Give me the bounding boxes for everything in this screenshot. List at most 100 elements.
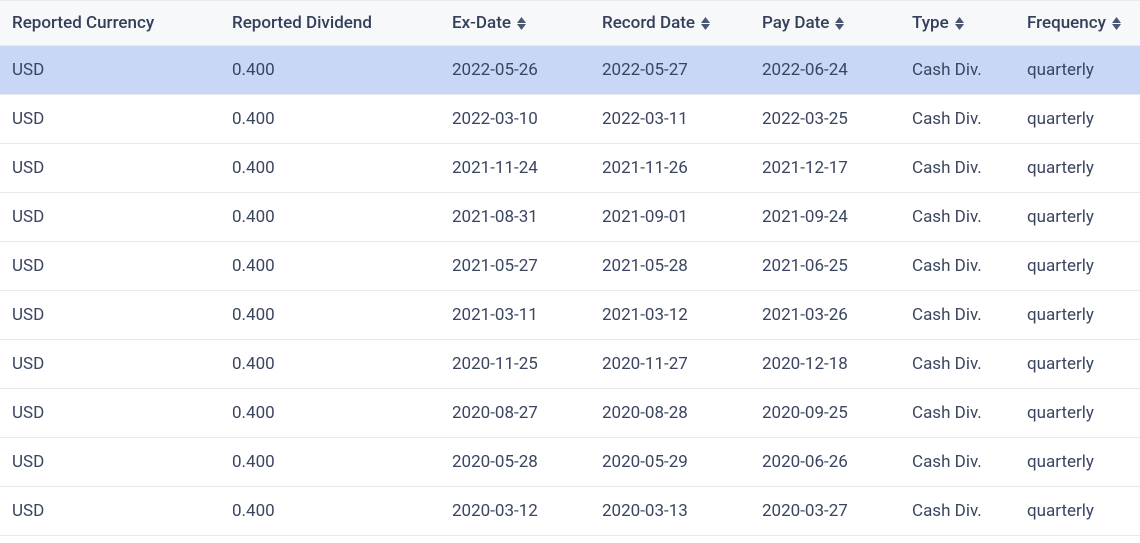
cell-frequency: quarterly: [1015, 242, 1140, 291]
cell-frequency: quarterly: [1015, 340, 1140, 389]
cell-record_date: 2022-03-11: [590, 95, 750, 144]
cell-ex_date: 2021-05-27: [440, 242, 590, 291]
cell-type: Cash Div.: [900, 340, 1015, 389]
cell-pay_date: 2021-06-25: [750, 242, 900, 291]
cell-frequency: quarterly: [1015, 291, 1140, 340]
cell-record_date: 2020-08-28: [590, 389, 750, 438]
cell-ex_date: 2022-03-10: [440, 95, 590, 144]
cell-ex_date: 2021-03-11: [440, 291, 590, 340]
cell-currency: USD: [0, 95, 220, 144]
table-row[interactable]: USD0.4002020-08-272020-08-282020-09-25Ca…: [0, 389, 1140, 438]
sort-icon[interactable]: [1112, 17, 1121, 30]
sort-icon[interactable]: [955, 17, 964, 30]
cell-type: Cash Div.: [900, 193, 1015, 242]
column-header-ex_date[interactable]: Ex-Date: [440, 1, 590, 46]
column-label: Ex-Date: [452, 13, 511, 33]
table-header-row: Reported Currency Reported Dividend Ex-Dat…: [0, 1, 1140, 46]
cell-frequency: quarterly: [1015, 389, 1140, 438]
cell-pay_date: 2020-03-27: [750, 487, 900, 536]
table-row[interactable]: USD0.4002020-11-252020-11-272020-12-18Ca…: [0, 340, 1140, 389]
cell-frequency: quarterly: [1015, 438, 1140, 487]
cell-record_date: 2020-11-27: [590, 340, 750, 389]
cell-type: Cash Div.: [900, 487, 1015, 536]
sort-icon[interactable]: [517, 17, 526, 30]
cell-dividend: 0.400: [220, 95, 440, 144]
cell-frequency: quarterly: [1015, 95, 1140, 144]
cell-dividend: 0.400: [220, 389, 440, 438]
dividend-table: Reported Currency Reported Dividend Ex-Dat…: [0, 0, 1140, 536]
column-header-frequency[interactable]: Frequency: [1015, 1, 1140, 46]
cell-dividend: 0.400: [220, 242, 440, 291]
cell-record_date: 2022-05-27: [590, 46, 750, 95]
cell-record_date: 2020-03-13: [590, 487, 750, 536]
cell-currency: USD: [0, 487, 220, 536]
cell-record_date: 2021-05-28: [590, 242, 750, 291]
column-label: Type: [912, 13, 949, 33]
cell-frequency: quarterly: [1015, 487, 1140, 536]
cell-type: Cash Div.: [900, 389, 1015, 438]
cell-dividend: 0.400: [220, 46, 440, 95]
column-header-dividend: Reported Dividend: [220, 1, 440, 46]
cell-currency: USD: [0, 242, 220, 291]
cell-currency: USD: [0, 291, 220, 340]
sort-icon[interactable]: [835, 17, 844, 30]
column-header-record_date[interactable]: Record Date: [590, 1, 750, 46]
dividend-table-wrap: Reported Currency Reported Dividend Ex-Dat…: [0, 0, 1140, 536]
cell-type: Cash Div.: [900, 242, 1015, 291]
cell-pay_date: 2021-03-26: [750, 291, 900, 340]
cell-frequency: quarterly: [1015, 144, 1140, 193]
table-row[interactable]: USD0.4002021-08-312021-09-012021-09-24Ca…: [0, 193, 1140, 242]
table-row[interactable]: USD0.4002021-11-242021-11-262021-12-17Ca…: [0, 144, 1140, 193]
cell-ex_date: 2021-11-24: [440, 144, 590, 193]
cell-type: Cash Div.: [900, 144, 1015, 193]
cell-record_date: 2021-03-12: [590, 291, 750, 340]
cell-currency: USD: [0, 46, 220, 95]
column-label: Reported Dividend: [232, 13, 372, 33]
cell-pay_date: 2020-09-25: [750, 389, 900, 438]
cell-currency: USD: [0, 438, 220, 487]
cell-pay_date: 2020-06-26: [750, 438, 900, 487]
cell-type: Cash Div.: [900, 291, 1015, 340]
cell-dividend: 0.400: [220, 193, 440, 242]
cell-dividend: 0.400: [220, 291, 440, 340]
cell-currency: USD: [0, 340, 220, 389]
table-row[interactable]: USD0.4002021-05-272021-05-282021-06-25Ca…: [0, 242, 1140, 291]
cell-ex_date: 2020-08-27: [440, 389, 590, 438]
cell-frequency: quarterly: [1015, 46, 1140, 95]
cell-currency: USD: [0, 193, 220, 242]
cell-dividend: 0.400: [220, 438, 440, 487]
cell-ex_date: 2022-05-26: [440, 46, 590, 95]
cell-type: Cash Div.: [900, 95, 1015, 144]
column-label: Reported Currency: [12, 13, 154, 33]
cell-pay_date: 2021-09-24: [750, 193, 900, 242]
cell-ex_date: 2020-05-28: [440, 438, 590, 487]
cell-dividend: 0.400: [220, 144, 440, 193]
cell-ex_date: 2021-08-31: [440, 193, 590, 242]
table-row[interactable]: USD0.4002022-05-262022-05-272022-06-24Ca…: [0, 46, 1140, 95]
cell-pay_date: 2021-12-17: [750, 144, 900, 193]
cell-dividend: 0.400: [220, 340, 440, 389]
column-header-currency: Reported Currency: [0, 1, 220, 46]
cell-pay_date: 2020-12-18: [750, 340, 900, 389]
cell-ex_date: 2020-11-25: [440, 340, 590, 389]
cell-type: Cash Div.: [900, 438, 1015, 487]
table-row[interactable]: USD0.4002022-03-102022-03-112022-03-25Ca…: [0, 95, 1140, 144]
column-label: Pay Date: [762, 13, 829, 33]
column-label: Record Date: [602, 13, 695, 33]
cell-frequency: quarterly: [1015, 193, 1140, 242]
cell-record_date: 2020-05-29: [590, 438, 750, 487]
column-header-type[interactable]: Type: [900, 1, 1015, 46]
cell-pay_date: 2022-03-25: [750, 95, 900, 144]
cell-currency: USD: [0, 144, 220, 193]
column-header-pay_date[interactable]: Pay Date: [750, 1, 900, 46]
table-row[interactable]: USD0.4002020-05-282020-05-292020-06-26Ca…: [0, 438, 1140, 487]
table-row[interactable]: USD0.4002020-03-122020-03-132020-03-27Ca…: [0, 487, 1140, 536]
cell-pay_date: 2022-06-24: [750, 46, 900, 95]
cell-currency: USD: [0, 389, 220, 438]
table-row[interactable]: USD0.4002021-03-112021-03-122021-03-26Ca…: [0, 291, 1140, 340]
sort-icon[interactable]: [701, 17, 710, 30]
cell-type: Cash Div.: [900, 46, 1015, 95]
table-body: USD0.4002022-05-262022-05-272022-06-24Ca…: [0, 46, 1140, 536]
cell-ex_date: 2020-03-12: [440, 487, 590, 536]
cell-record_date: 2021-09-01: [590, 193, 750, 242]
